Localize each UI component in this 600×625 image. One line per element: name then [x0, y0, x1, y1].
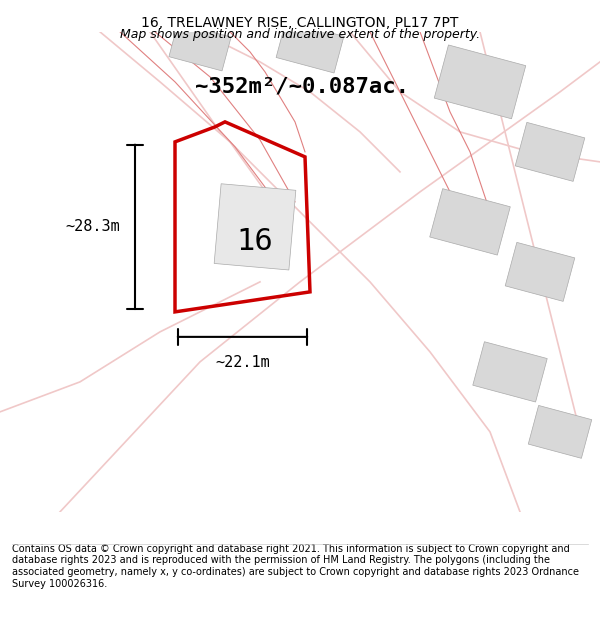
- Text: ~22.1m: ~22.1m: [215, 355, 270, 370]
- Text: 16: 16: [236, 228, 274, 256]
- Polygon shape: [515, 122, 585, 181]
- Text: 16, TRELAWNEY RISE, CALLINGTON, PL17 7PT: 16, TRELAWNEY RISE, CALLINGTON, PL17 7PT: [142, 16, 458, 29]
- Polygon shape: [214, 184, 296, 270]
- Text: Contains OS data © Crown copyright and database right 2021. This information is : Contains OS data © Crown copyright and d…: [12, 544, 579, 589]
- Text: ~28.3m: ~28.3m: [65, 219, 120, 234]
- Polygon shape: [430, 189, 510, 255]
- Polygon shape: [276, 21, 344, 73]
- Polygon shape: [434, 45, 526, 119]
- Text: ~352m²/~0.087ac.: ~352m²/~0.087ac.: [195, 77, 409, 97]
- Text: Map shows position and indicative extent of the property.: Map shows position and indicative extent…: [120, 28, 480, 41]
- Polygon shape: [473, 342, 547, 402]
- Polygon shape: [528, 406, 592, 458]
- Polygon shape: [505, 242, 575, 301]
- Polygon shape: [169, 23, 231, 71]
